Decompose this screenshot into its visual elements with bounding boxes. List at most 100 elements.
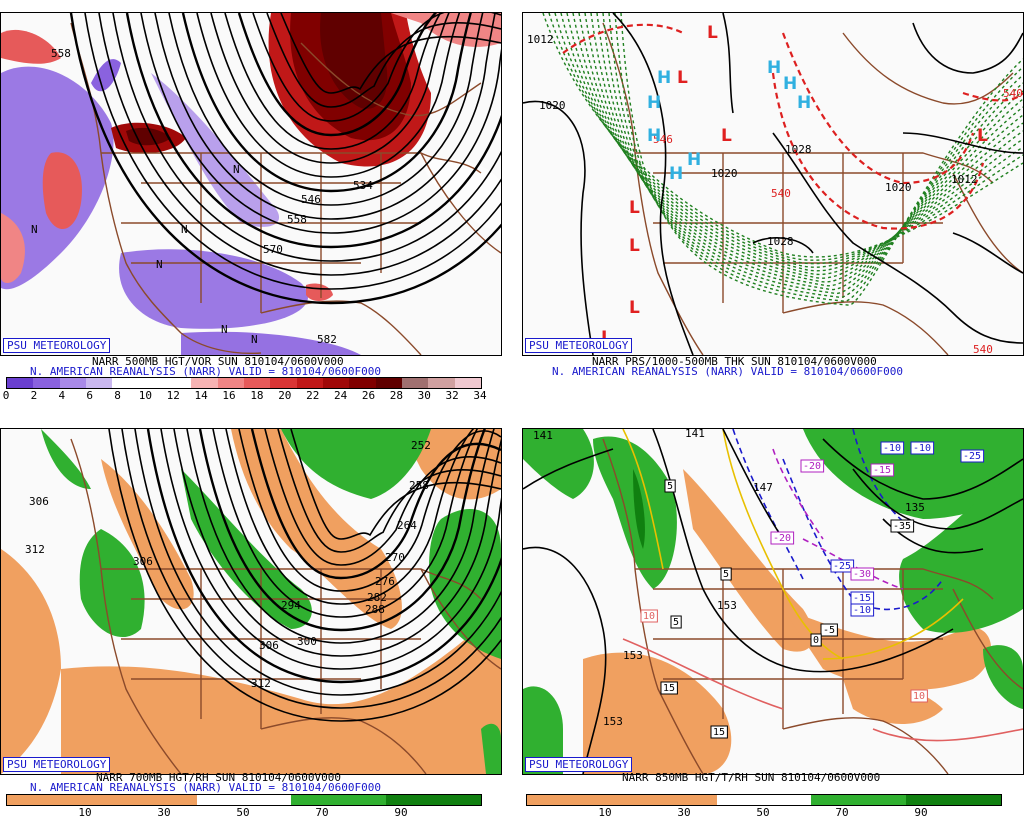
temp-label-box: [720, 567, 732, 581]
temp-label-box: [660, 681, 678, 695]
temp-label: 15: [713, 727, 725, 738]
colorbar-swatch: [59, 378, 86, 388]
caption-title: NARR 500MB HGT/VOR SUN 810104/0600V000: [92, 355, 344, 368]
high-center: H: [647, 93, 661, 113]
map-700mb: 306 312 306 312 300 306 294 288 282 276 …: [1, 429, 501, 774]
height-contour: [112, 13, 501, 262]
rh-shading: [523, 429, 1023, 774]
temp-label: 5: [673, 617, 679, 628]
colorbar-swatch: [244, 795, 292, 805]
colorbar-tick-label: 0: [2, 389, 10, 402]
temp-label-box: [870, 463, 895, 477]
high-center: H: [647, 126, 661, 146]
colorbar-swatch: [454, 378, 481, 388]
temp-label-box: [850, 567, 875, 581]
pressure-label: 1012: [527, 33, 554, 46]
colorbar-swatch: [138, 378, 165, 388]
map-pressure-thickness: 1012 1020 1020 1028 1028 1020 1012 546 5…: [523, 13, 1023, 355]
thickness-contour: [584, 13, 1023, 283]
colorbar-swatch: [270, 378, 297, 388]
contour-label: 141: [533, 429, 553, 442]
height-contour: [84, 13, 501, 290]
contour-label: 252: [411, 439, 431, 452]
contour-label: 570: [263, 243, 283, 256]
source-badge: PSU METEOROLOGY: [525, 757, 633, 772]
colorbar-tick-label: 22: [306, 389, 320, 402]
colorbar-tick-label: 10: [598, 806, 612, 819]
temperature-labels: -20-10 -10-15-25-25-30-35-15-10-505551010…: [640, 441, 985, 739]
thickness-contour: [590, 13, 1023, 287]
temp-label: 5: [723, 569, 729, 580]
thickness-contour: [572, 13, 1023, 276]
political-borders: [70, 438, 501, 774]
thickness-contour: [542, 13, 1023, 258]
colorbar-rh: [6, 794, 482, 806]
map-frame: 306 312 306 312 300 306 294 288 282 276 …: [0, 428, 502, 775]
temp-label-box: [770, 531, 795, 545]
contour-label: 141: [685, 429, 705, 440]
contour-label: 306: [29, 495, 49, 508]
thickness-contour: [554, 13, 1023, 265]
contour-label: 147: [753, 481, 773, 494]
colorbar-tick-label: 32: [445, 389, 459, 402]
colorbar-tick-label: 6: [86, 389, 93, 402]
thickness-label: 546: [653, 133, 673, 146]
map-frame: 534 546 558 570 582 558 N N N N N N PSU …: [0, 12, 502, 356]
temp-label: 10: [913, 691, 925, 702]
height-contour: [181, 13, 472, 193]
colorbar-vorticity: [6, 377, 482, 389]
high-center: H: [797, 93, 811, 113]
pressure-label: 1020: [885, 181, 912, 194]
n-symbols: N N N N N N: [31, 163, 258, 346]
height-contour: [125, 13, 501, 249]
colorbar-tick-label: 26: [361, 389, 376, 402]
low-center: L: [977, 126, 988, 146]
colorbar-swatch: [149, 795, 197, 805]
temp-label: -20: [773, 533, 791, 544]
map-850mb: 141 147 153 153 153 141 135 -20-10 -10-15…: [523, 429, 1023, 774]
contour-label: 264: [397, 519, 417, 532]
contour-labels: 534 546 558 570 582 558: [51, 47, 373, 346]
n-symbol: N: [181, 223, 188, 236]
caption-subtitle: N. AMERICAN REANALYSIS (NARR) VALID = 81…: [30, 781, 381, 794]
colorbar-tick-label: 12: [166, 389, 180, 402]
colorbar-tick-label: 4: [58, 389, 66, 402]
caption-subtitle: N. AMERICAN REANALYSIS (NARR) VALID = 81…: [552, 365, 903, 378]
colorbar-swatch: [858, 795, 907, 805]
temp-label: -15: [873, 465, 891, 476]
low-center: L: [707, 23, 718, 43]
colorbar-swatch: [428, 378, 455, 388]
colorbar-tick-label: 20: [278, 389, 292, 402]
colorbar-swatch: [291, 795, 339, 805]
low-center: L: [677, 68, 688, 88]
height-contour: [280, 13, 501, 94]
colorbar-tick-label: 16: [222, 389, 236, 402]
temp-label-box: [960, 449, 985, 463]
height-contour: [237, 13, 438, 137]
isobars: [523, 13, 1023, 355]
high-center: H: [657, 68, 671, 88]
contour-label: 282: [367, 591, 387, 604]
colorbar-swatch: [338, 795, 387, 805]
pressure-label: 1028: [785, 143, 812, 156]
height-contour: [154, 13, 496, 220]
colorbar-swatch: [716, 795, 765, 805]
height-contours: [108, 429, 501, 722]
height-contour: [69, 13, 501, 305]
colorbar-swatch: [7, 378, 34, 388]
contour-label: 270: [385, 551, 405, 564]
colorbar-swatch: [669, 795, 717, 805]
contour-labels: 306 312 306 312 300 306 294 288 282 276 …: [25, 439, 431, 690]
temp-label-box: [640, 609, 658, 623]
colorbar-swatch: [906, 795, 954, 805]
temp-label-box: [820, 623, 838, 637]
height-contour: [121, 429, 501, 709]
contour-label: 135: [905, 501, 925, 514]
pressure-label: 1020: [539, 99, 566, 112]
contour-label: 312: [251, 677, 271, 690]
thickness-contours-red: [562, 23, 1023, 230]
temp-label: -35: [893, 521, 911, 532]
contour-label: 153: [603, 715, 623, 728]
colorbar-swatch: [296, 378, 323, 388]
high-centers: H H H H H H H H: [647, 58, 811, 184]
